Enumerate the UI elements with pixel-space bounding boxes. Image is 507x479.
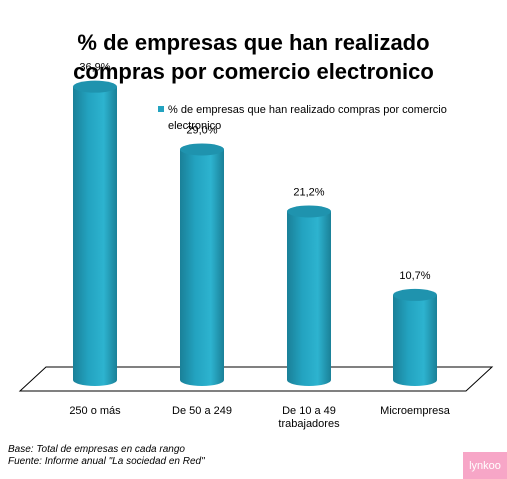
- data-label-1: 29,0%: [186, 124, 217, 136]
- brand-logo: lynkoo: [463, 452, 507, 479]
- bar-0: [73, 86, 117, 387]
- data-label-2: 21,2%: [293, 186, 324, 198]
- data-label-0: 36,9%: [79, 62, 110, 74]
- chart-title-line-1: % de empresas que han realizado: [77, 30, 430, 55]
- bar-top-3: [393, 288, 437, 301]
- chart-plot: 36,9% 29,0% 21,2% 10,7% 250 o más De 50 a 249…: [18, 62, 494, 430]
- data-label-3: 10,7%: [399, 270, 430, 282]
- bar-2: [287, 211, 331, 386]
- bar-top-1: [180, 143, 224, 156]
- bar-1: [180, 149, 224, 386]
- chart-legend: % de empresas que han realizado compras …: [158, 102, 498, 134]
- footnote-base: Base: Total de empresas en cada rango: [8, 444, 185, 455]
- bar-top-2: [287, 205, 331, 218]
- legend-label-line-2: electronico: [168, 120, 222, 132]
- x-tick-label-2-1: trabajadores: [278, 418, 340, 430]
- x-tick-label-2-0: De 10 a 49: [282, 405, 336, 417]
- x-tick-label-3-0: Microempresa: [380, 405, 451, 417]
- chart-floor: [18, 366, 494, 392]
- legend-swatch: [158, 106, 164, 112]
- legend-label-line-1: % de empresas que han realizado compras …: [168, 104, 447, 116]
- bar-3: [393, 294, 437, 386]
- chart-footnote: Base: Total de empresas en cada rango Fu…: [8, 444, 205, 468]
- x-tick-label-1-0: De 50 a 249: [172, 405, 232, 417]
- bar-top-0: [73, 80, 117, 93]
- footnote-source: Fuente: Informe anual "La sociedad en Re…: [8, 456, 205, 467]
- brand-logo-text: lynkoo: [469, 459, 501, 472]
- chart-title-line-2: compras por comercio electronico: [73, 59, 434, 84]
- chart-title: % de empresas que han realizado compras …: [0, 28, 507, 86]
- x-tick-label-0-0: 250 o más: [69, 405, 121, 417]
